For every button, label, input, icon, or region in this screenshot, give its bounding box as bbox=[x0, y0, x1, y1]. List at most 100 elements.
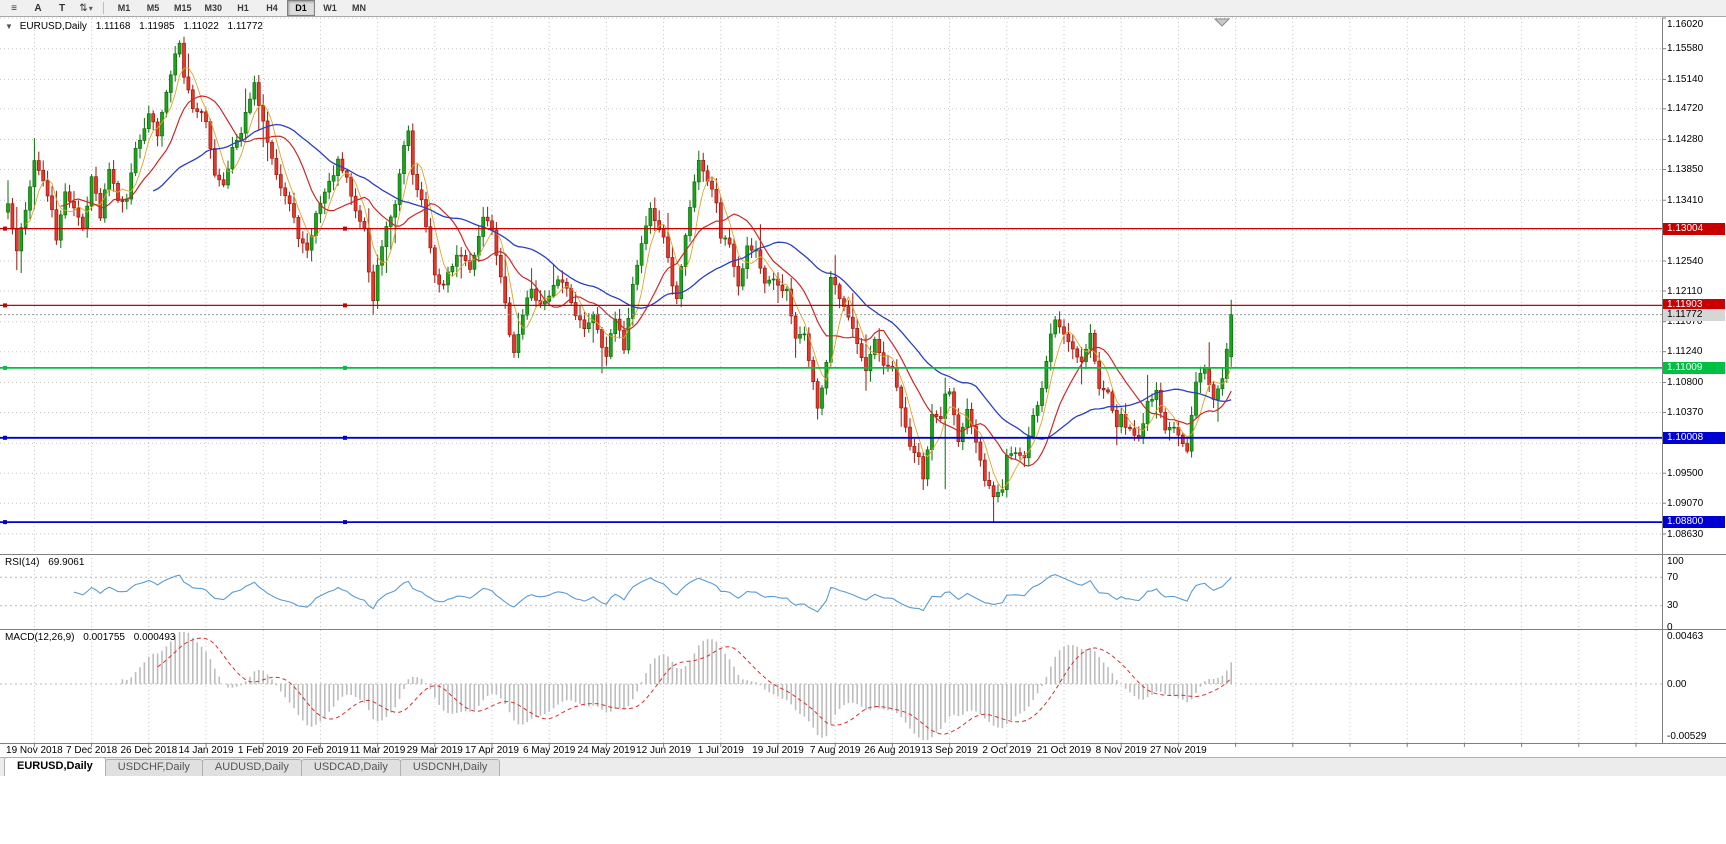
date-axis-label: 17 Apr 2019 bbox=[465, 745, 519, 756]
price-axis-label: 1.09500 bbox=[1667, 467, 1704, 479]
horizontal-line-object[interactable] bbox=[0, 303, 1662, 308]
chart-tab-usdcnh[interactable]: USDCNH,Daily bbox=[399, 759, 501, 776]
price-axis-label: 1.15580 bbox=[1667, 43, 1704, 55]
timeframe-button-m15[interactable]: M15 bbox=[174, 3, 192, 13]
date-axis-label: 21 Oct 2019 bbox=[1036, 745, 1092, 756]
price-axis-label: 1.15140 bbox=[1667, 73, 1704, 85]
rsi-axis-label: 70 bbox=[1667, 571, 1679, 583]
date-axis-label: 1 Feb 2019 bbox=[237, 745, 289, 756]
line-handle bbox=[343, 435, 347, 440]
timeframe-button-m5[interactable]: M5 bbox=[146, 3, 160, 13]
horizontal-line-object[interactable] bbox=[0, 226, 1662, 231]
date-axis-label: 7 Dec 2018 bbox=[66, 745, 118, 756]
chart-tab-usdcad[interactable]: USDCAD,Daily bbox=[300, 759, 401, 776]
date-axis-label: 26 Aug 2019 bbox=[864, 745, 921, 756]
price-axis-label: 1.16020 bbox=[1667, 18, 1704, 30]
chart-tabs-bar: EURUSD,Daily USDCHF,Daily AUDUSD,Daily USDC… bbox=[0, 757, 1726, 776]
date-axis-label: 1 Jul 2019 bbox=[697, 745, 744, 756]
one-click-trading-toggle[interactable]: ▼ bbox=[5, 22, 13, 31]
rsi-label-bar: RSI(14) 69.9061 bbox=[5, 557, 90, 568]
price-axis-label: 1.12540 bbox=[1667, 255, 1704, 267]
text-tool-icon: A bbox=[34, 2, 42, 14]
line-handle bbox=[3, 435, 7, 440]
timeframe-button-m30[interactable]: M30 bbox=[204, 3, 223, 13]
line-handle bbox=[343, 303, 347, 308]
price-axis-label: 1.10370 bbox=[1667, 407, 1704, 418]
timeframe-button-mn[interactable]: MN bbox=[352, 3, 367, 13]
price-axis-label: 1.12110 bbox=[1667, 285, 1703, 297]
menu-icon: ≡ bbox=[11, 2, 17, 14]
timeframe-button-m1[interactable]: M1 bbox=[117, 3, 131, 13]
horizontal-line-object[interactable] bbox=[0, 435, 1662, 440]
date-axis-label: 19 Jul 2019 bbox=[752, 745, 804, 756]
macd-signal-line bbox=[157, 637, 1232, 735]
candle-bodies-up bbox=[6, 42, 1234, 498]
rsi-value: 69.9061 bbox=[48, 557, 85, 568]
date-axis-label: 20 Feb 2019 bbox=[292, 745, 349, 756]
rsi-label: RSI(14) bbox=[5, 557, 40, 568]
date-axis-label: 14 Jan 2019 bbox=[178, 745, 234, 756]
level-price-box: 1.08800 bbox=[1663, 516, 1725, 529]
date-axis-label: 11 Mar 2019 bbox=[349, 745, 406, 756]
date-axis-label: 27 Nov 2019 bbox=[1150, 745, 1207, 756]
timeframe-button-w1[interactable]: W1 bbox=[323, 3, 337, 13]
price-axis-label: 1.13850 bbox=[1667, 164, 1704, 175]
line-handle bbox=[3, 226, 7, 231]
price-axis-label: 1.11670 bbox=[1667, 316, 1703, 328]
date-axis-label: 19 Nov 2018 bbox=[6, 745, 63, 756]
ma-13-line bbox=[60, 95, 1232, 467]
ma-5-line bbox=[25, 67, 1232, 490]
objects-menu-button[interactable]: ≡ bbox=[3, 1, 25, 15]
date-axis-label: 6 May 2019 bbox=[523, 745, 576, 756]
rsi-axis-label: 0 bbox=[1667, 621, 1673, 633]
drawing-tools-dropdown[interactable]: ⇅ ▾ bbox=[75, 1, 97, 15]
candle-wicks-down bbox=[11, 36, 1215, 523]
macd-axis-label: 0.00463 bbox=[1667, 631, 1704, 642]
chart-title-bar: ▼ EURUSD,Daily 1.11168 1.11985 1.11022 1… bbox=[5, 21, 269, 32]
price-axis-label: 1.14280 bbox=[1667, 134, 1704, 145]
date-axis-label: 24 May 2019 bbox=[577, 745, 636, 756]
rsi-axis-label: 100 bbox=[1667, 556, 1684, 567]
chart-tab-audusd[interactable]: AUDUSD,Daily bbox=[201, 759, 302, 776]
macd-label-bar: MACD(12,26,9) 0.001755 0.000493 bbox=[5, 632, 181, 643]
price-axis-label: 1.08630 bbox=[1667, 528, 1704, 540]
macd-histogram bbox=[121, 632, 1232, 740]
timeframe-group: M1 M5 M15 M30 H1 H4 D1 W1 MN bbox=[110, 0, 373, 16]
rsi-axis-label: 30 bbox=[1667, 600, 1679, 612]
macd-label: MACD(12,26,9) bbox=[5, 632, 75, 643]
date-axis-label: 26 Dec 2018 bbox=[120, 745, 178, 756]
text-label-tool-button[interactable]: T bbox=[51, 1, 73, 15]
price-axis-label: 1.11240 bbox=[1667, 346, 1703, 358]
macd-signal-value: 0.000493 bbox=[133, 632, 176, 643]
horizontal-line-object[interactable] bbox=[0, 365, 1662, 370]
price-axis-label: 1.13410 bbox=[1667, 194, 1704, 206]
line-handle bbox=[3, 365, 7, 370]
level-price-box: 1.11009 bbox=[1663, 361, 1725, 374]
level-price-box: 1.13004 bbox=[1663, 222, 1725, 235]
date-axis-label: 13 Sep 2019 bbox=[921, 745, 978, 756]
level-price-box: 1.11903 bbox=[1663, 299, 1725, 312]
line-handle bbox=[343, 226, 347, 231]
horizontal-line-object[interactable] bbox=[0, 520, 1662, 525]
text-tool-button[interactable]: A bbox=[27, 1, 49, 15]
chart-tab-usdchf[interactable]: USDCHF,Daily bbox=[104, 759, 203, 776]
date-axis-label: 2 Oct 2019 bbox=[982, 745, 1032, 756]
ohlc-close: 1.11772 bbox=[227, 21, 263, 32]
price-axis-label: 1.14720 bbox=[1667, 103, 1704, 115]
timeframe-button-d1[interactable]: D1 bbox=[287, 0, 316, 16]
timeframe-button-h1[interactable]: H1 bbox=[237, 3, 249, 13]
arrows-icon: ⇅ bbox=[79, 2, 88, 14]
chart-tab-eurusd[interactable]: EURUSD,Daily bbox=[4, 757, 106, 776]
toolbar-separator bbox=[103, 2, 104, 14]
ma-34-line bbox=[152, 123, 1232, 440]
date-axis-label: 8 Nov 2019 bbox=[1095, 745, 1147, 756]
line-handle bbox=[3, 303, 7, 308]
date-axis-label: 29 Mar 2019 bbox=[406, 745, 463, 756]
level-price-box: 1.10008 bbox=[1663, 431, 1725, 444]
candle-bodies-down bbox=[10, 42, 1216, 497]
date-axis-label: 12 Jun 2019 bbox=[636, 745, 692, 756]
chart-shift-marker[interactable] bbox=[1213, 18, 1231, 27]
timeframe-button-h4[interactable]: H4 bbox=[266, 3, 278, 13]
